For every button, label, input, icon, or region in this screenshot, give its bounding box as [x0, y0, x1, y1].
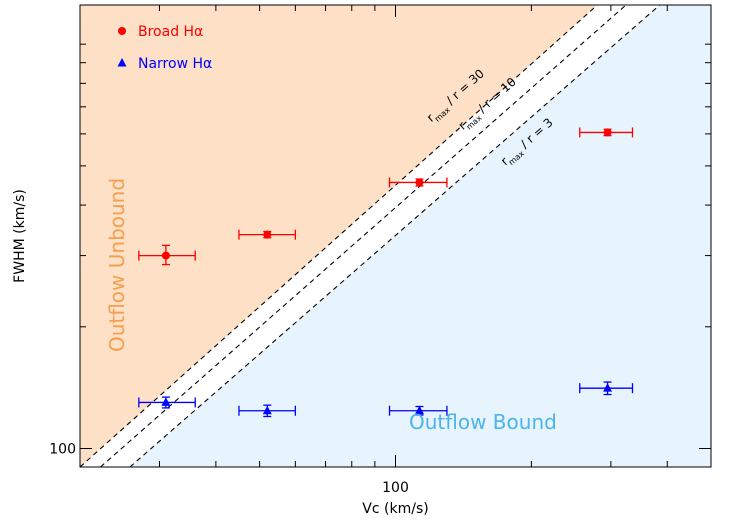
x-tick-label: 100 [382, 480, 409, 496]
x-axis-label: Vc (km/s) [362, 501, 428, 517]
circle-marker [263, 230, 272, 239]
legend-entry-0: Broad Hα [118, 24, 203, 40]
narrow-halpha-point-0 [138, 396, 196, 409]
boundary-line-2 [129, 4, 661, 468]
boundary-line-0 [79, 4, 598, 468]
y-tick-label: 100 [49, 441, 76, 457]
legend: Broad Hα Narrow Hα [117, 24, 212, 72]
circle-marker [161, 251, 170, 260]
axis-ticks: 100 100 [49, 5, 711, 496]
data-points [138, 127, 634, 418]
legend-entry-1: Narrow Hα [117, 56, 212, 72]
triangle-marker [262, 405, 272, 415]
legend-triangle-icon [117, 58, 127, 67]
narrow-halpha-point-3 [579, 381, 634, 396]
broad-halpha-point-0 [138, 244, 196, 266]
circle-marker [603, 128, 612, 137]
narrow-halpha-point-1 [238, 404, 297, 418]
legend-label: Narrow Hα [138, 56, 212, 72]
outflow-unbound-label: Outflow Unbound [105, 178, 129, 352]
outflow-bound-label: Outflow Bound [409, 410, 557, 434]
axes: 100 100 [49, 4, 712, 496]
triangle-marker [603, 383, 613, 392]
circle-marker [415, 178, 424, 187]
broad-halpha-point-2 [388, 177, 448, 188]
narrow-halpha-point-2 [388, 405, 448, 416]
legend-label: Broad Hα [138, 24, 203, 40]
broad-halpha-point-1 [238, 229, 297, 240]
y-axis-label: FWHM (km/s) [12, 189, 28, 283]
triangle-marker [414, 405, 424, 415]
boundary-lines [79, 4, 661, 468]
outflow-bound-region [129, 5, 711, 467]
legend-circle-icon [118, 27, 126, 35]
broad-halpha-point-3 [579, 127, 634, 138]
triangle-marker [161, 397, 171, 406]
